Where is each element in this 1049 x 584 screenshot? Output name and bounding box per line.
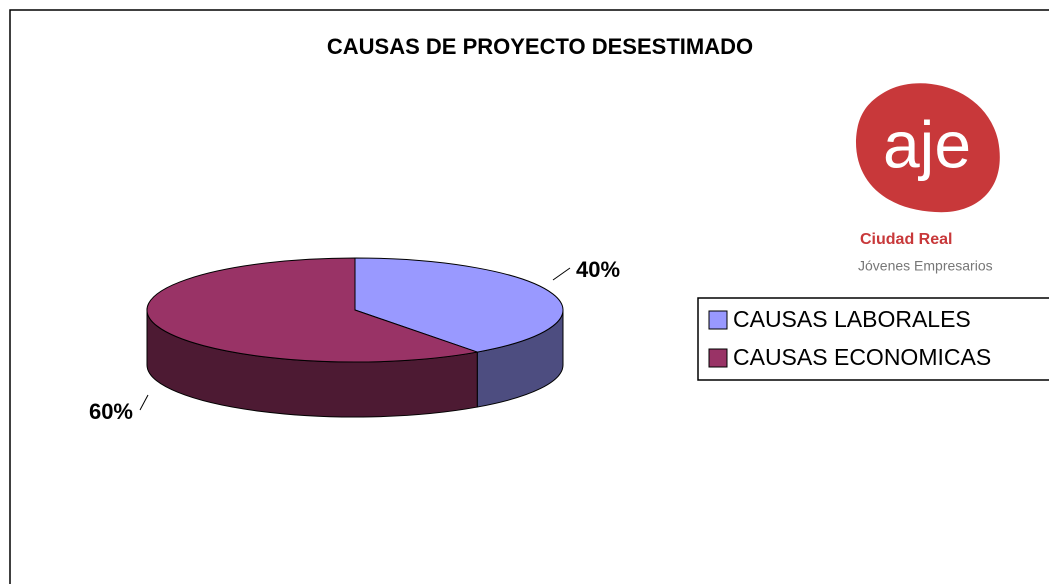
legend-label: CAUSAS LABORALES — [733, 306, 971, 332]
logo: aje Ciudad Real Jóvenes Empresarios — [855, 83, 1000, 274]
data-label: 40% — [576, 257, 620, 282]
legend-swatch — [708, 348, 728, 368]
logo-blob — [855, 83, 1000, 213]
pie-slice — [354, 257, 564, 353]
legend-swatch — [708, 310, 728, 330]
legend-box — [697, 297, 1049, 381]
leader-line — [139, 394, 149, 411]
logo-line: Jóvenes Empresarios — [858, 258, 993, 274]
logo-line: Ciudad Real — [860, 231, 952, 248]
chart-title: CAUSAS DE PROYECTO DESESTIMADO — [327, 34, 753, 59]
legend-label: CAUSAS ECONOMICAS — [733, 344, 991, 370]
logo-mark: aje — [883, 107, 971, 181]
leader-line — [552, 267, 571, 281]
pie-slice — [146, 257, 480, 363]
chart-frame — [9, 9, 1049, 584]
data-label: 60% — [89, 399, 133, 424]
